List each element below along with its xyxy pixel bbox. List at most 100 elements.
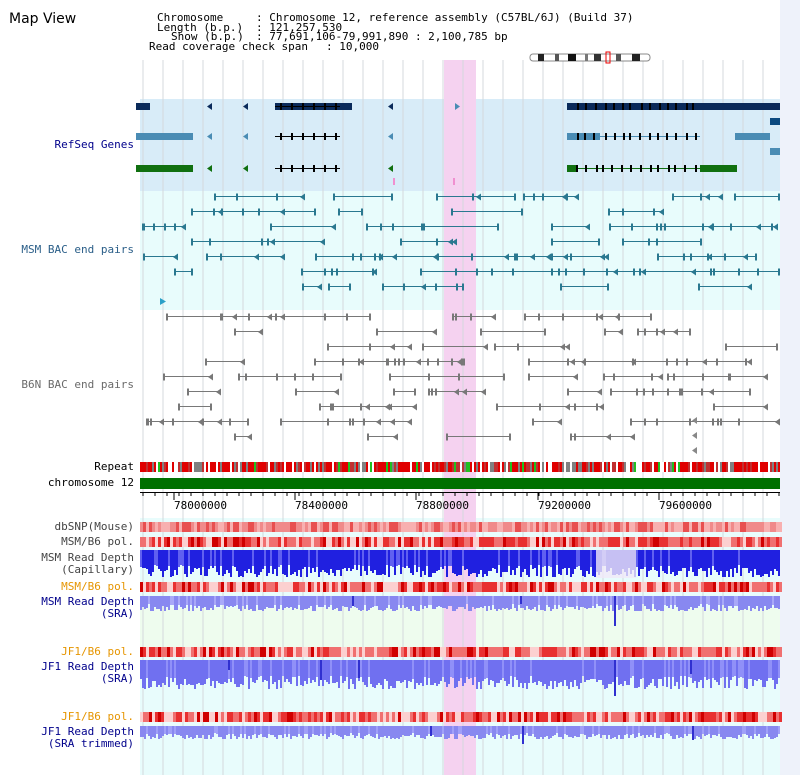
depth-bar [630, 726, 632, 735]
pol-cell [191, 582, 194, 592]
pol-cell [644, 522, 647, 532]
length-label: Length (b.p.) [157, 21, 244, 34]
depth-bar [712, 726, 714, 735]
repeat-segment [150, 462, 152, 472]
repeat-segment [230, 462, 232, 472]
pol-cell [353, 712, 356, 722]
pol-cell [218, 522, 221, 532]
pol-cell [428, 582, 431, 592]
repeat-segment [776, 462, 778, 472]
bac-arrow [599, 403, 604, 411]
depth-bar [152, 726, 154, 737]
pol-cell [380, 522, 383, 532]
pol-cell [164, 537, 167, 547]
repeat-segment [678, 462, 680, 472]
bac-end [229, 418, 231, 426]
depth-bar [386, 726, 388, 738]
pol-cell [656, 712, 659, 722]
repeat-segment [664, 462, 666, 472]
depth-bar [600, 596, 602, 606]
pol-cell [536, 537, 539, 547]
depth-bar [470, 550, 472, 574]
pol-cell [167, 582, 170, 592]
pol-cell [212, 712, 215, 722]
pol-cell [437, 537, 440, 547]
pol-cell [188, 647, 191, 657]
depth-bar [750, 726, 752, 736]
pol-cell [449, 537, 452, 547]
bac-arrow [504, 253, 509, 261]
pol-cell [338, 582, 341, 592]
depth-bar [474, 660, 476, 677]
depth-bar [596, 660, 598, 682]
pol-cell [755, 582, 758, 592]
depth-bar [618, 660, 620, 685]
repeat-segment [540, 462, 542, 472]
depth-bar [398, 596, 400, 605]
depth-bar [154, 550, 156, 565]
pol-cell [455, 712, 458, 722]
pol-cell [179, 537, 182, 547]
depth-bar [578, 726, 580, 737]
depth-bar [628, 726, 630, 738]
depth-bar [448, 596, 450, 606]
pol-cell [233, 522, 236, 532]
depth-bar [144, 550, 146, 568]
repeat-segment [176, 462, 178, 472]
depth-bar [658, 596, 660, 610]
pol-cell [155, 582, 158, 592]
depth-bar [426, 550, 428, 566]
depth-bar [240, 550, 242, 576]
depth-bar [146, 660, 148, 678]
pol-cell [596, 712, 599, 722]
pol-cell [665, 582, 668, 592]
depth-bar [772, 726, 774, 739]
depth-bar [478, 550, 480, 574]
depth-bar [296, 550, 298, 576]
pol-cell [605, 537, 608, 547]
depth-bar [574, 550, 576, 569]
pol-cell [404, 582, 407, 592]
depth-bar [362, 660, 364, 682]
depth-bar [232, 550, 234, 566]
pol-cell [350, 537, 353, 547]
depth-bar [382, 550, 384, 574]
depth-bar [672, 660, 674, 677]
right-margin [780, 0, 800, 775]
depth-bar [678, 660, 680, 689]
depth-bar [612, 596, 614, 611]
depth-bar [244, 726, 246, 734]
depth-bar [638, 596, 640, 611]
depth-spike [520, 596, 522, 604]
depth-bar [554, 596, 556, 605]
depth-bar [356, 726, 358, 736]
pol-cell [770, 647, 773, 657]
pol-cell [311, 712, 314, 722]
repeat-segment [394, 462, 396, 472]
depth-bar [260, 550, 262, 572]
pol-cell [752, 647, 755, 657]
pol-cell [263, 712, 266, 722]
depth-bar [778, 660, 780, 678]
pol-cell [350, 522, 353, 532]
pol-cell [173, 522, 176, 532]
gene-exon [280, 165, 282, 172]
pol-cell [383, 582, 386, 592]
repeat-segment [668, 462, 670, 472]
pol-cell [197, 537, 200, 547]
pol-cell [218, 537, 221, 547]
depth-bar [774, 550, 776, 569]
pol-cell [638, 647, 641, 657]
depth-bar [170, 596, 172, 605]
bac-end [712, 418, 714, 426]
pol-cell [353, 647, 356, 657]
depth-bar [414, 596, 416, 610]
bac-end [423, 223, 425, 231]
pol-cell [173, 537, 176, 547]
bac-arrow [393, 433, 398, 441]
pol-cell [242, 582, 245, 592]
pol-cell [383, 712, 386, 722]
depth-bar [470, 596, 472, 611]
pol-cell [449, 582, 452, 592]
depth-bar [330, 660, 332, 676]
